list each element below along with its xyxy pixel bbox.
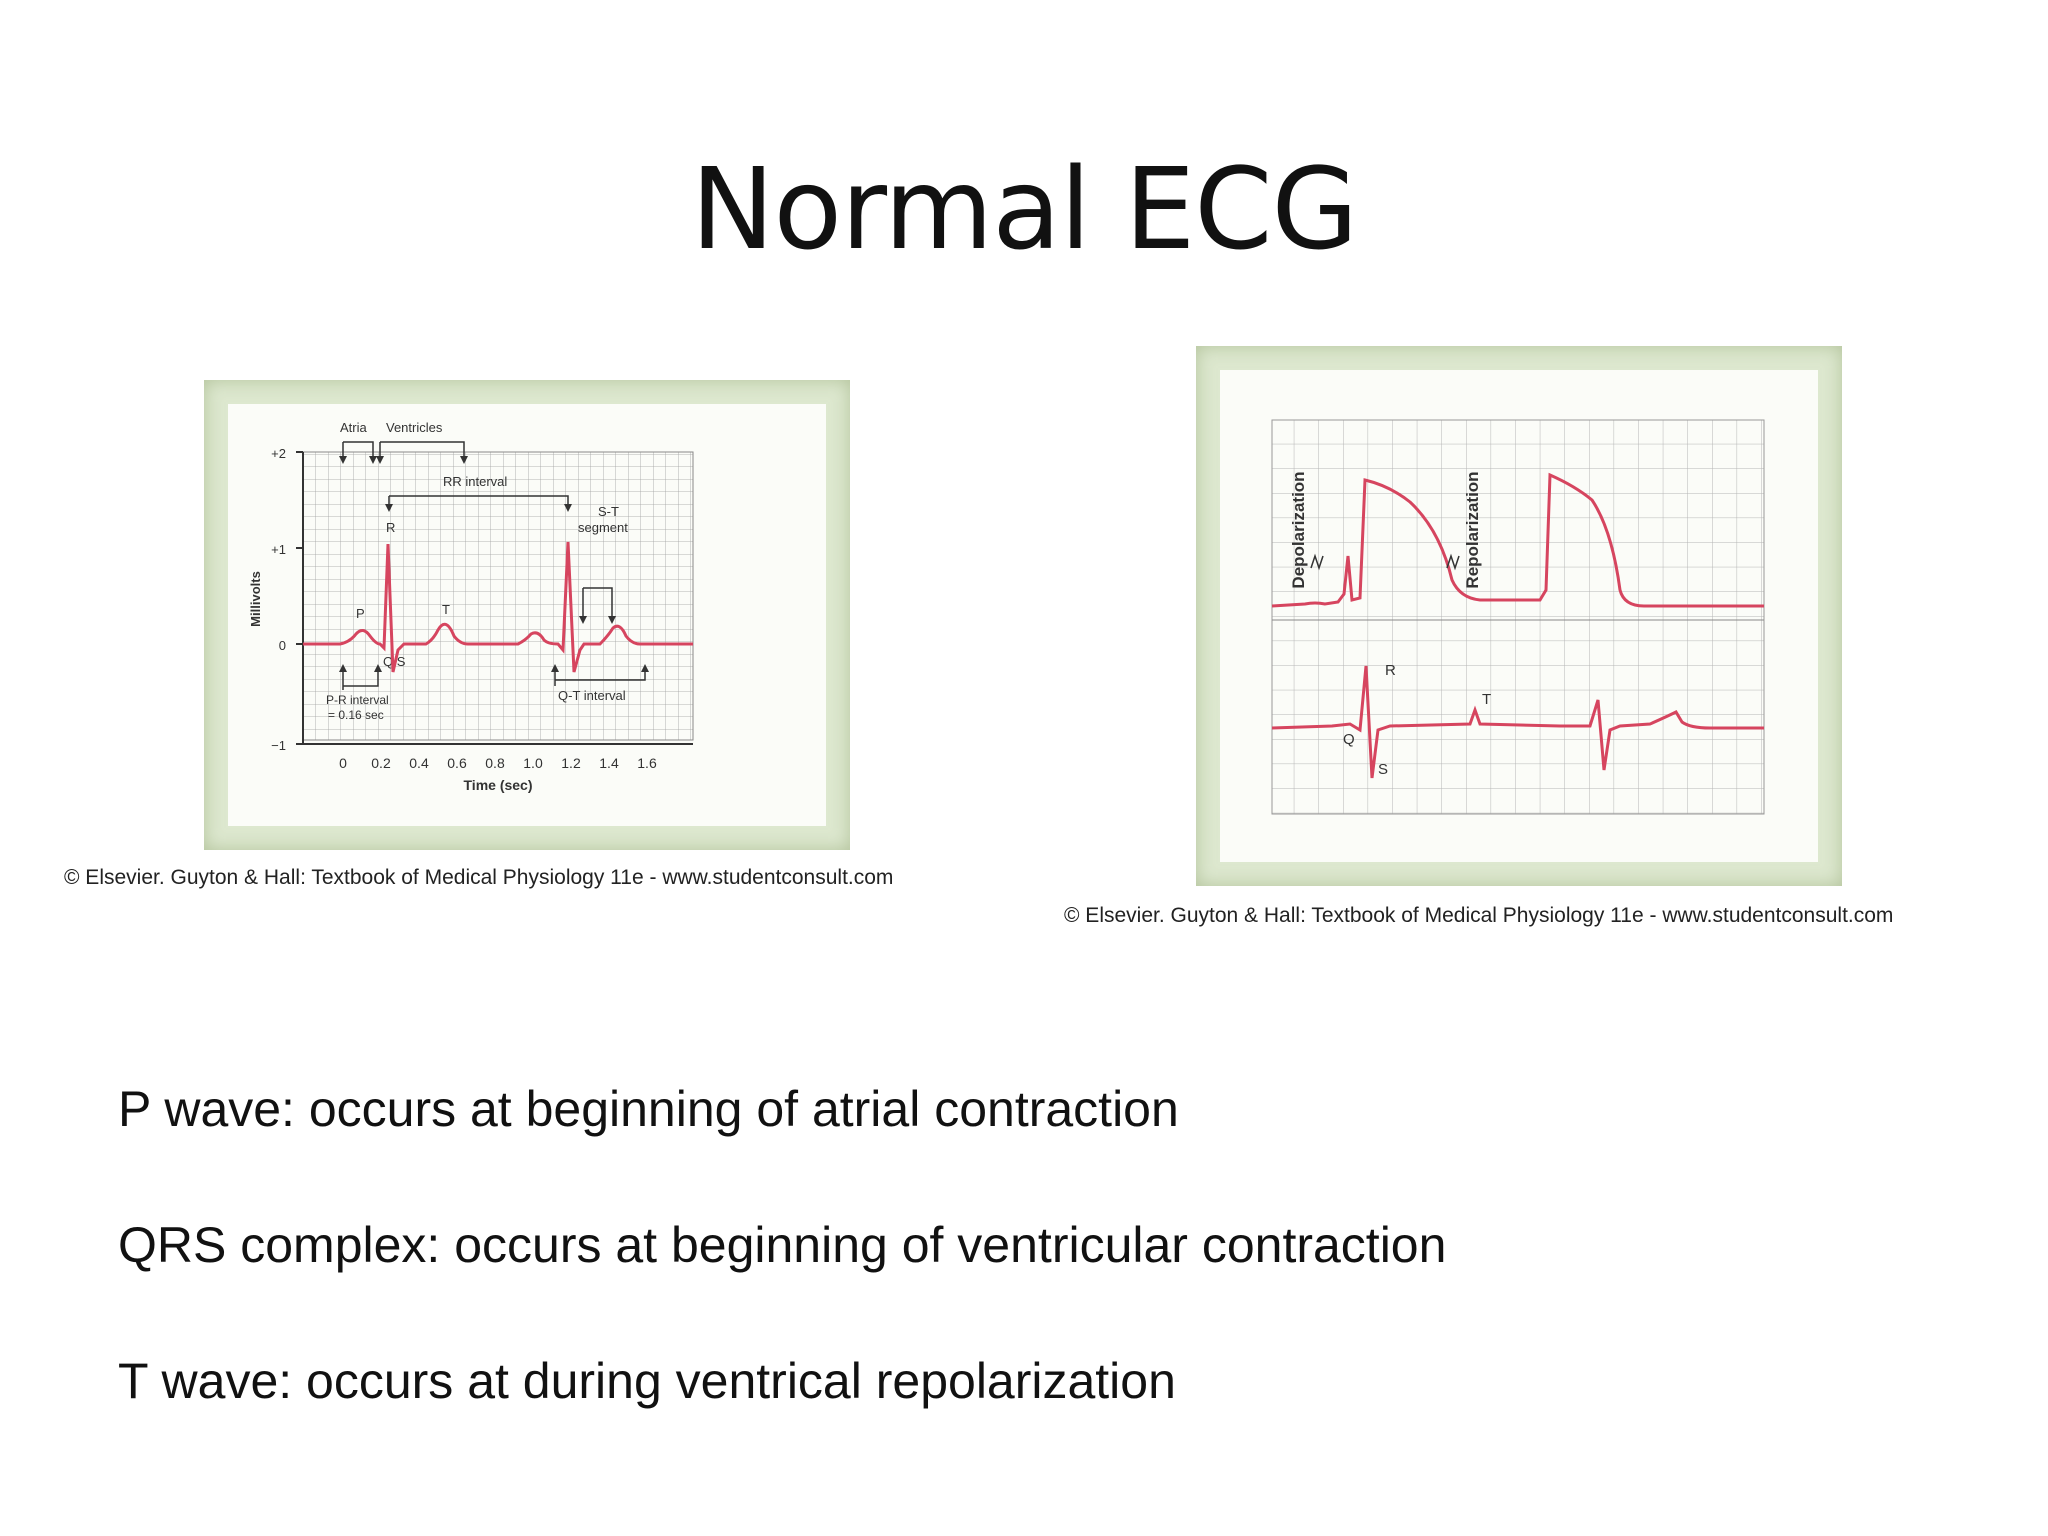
right-figure-panel: Depolarization Repolarization R Q S T: [1220, 370, 1818, 862]
xtick-label: 0: [339, 755, 347, 771]
qrs-complex-bullet: QRS complex: occurs at beginning of vent…: [118, 1217, 1447, 1273]
right-figure-frame: Depolarization Repolarization R Q S T: [1196, 346, 1842, 886]
bullet-list: P wave: occurs at beginning of atrial co…: [118, 1080, 1446, 1488]
ecg-diagram-right: Depolarization Repolarization R Q S T: [1271, 419, 1765, 815]
r-wave-label: R: [386, 520, 395, 535]
ecg-trace-right: [1271, 665, 1764, 779]
s-wave-label: S: [1378, 761, 1388, 778]
atria-label: Atria: [340, 420, 368, 435]
r-wave-label: R: [1385, 662, 1396, 679]
action-potential-trace: [1271, 472, 1764, 608]
q-wave-label: Q: [1343, 731, 1355, 748]
xtick-label: 0.4: [409, 755, 429, 771]
ecg-diagram-left: +2 +1 0 −1 Millivolts 0 0.2 0.4 0.6 0.8 …: [248, 420, 694, 793]
ytick-label: +2: [271, 446, 286, 461]
xtick-label: 0.8: [485, 755, 505, 771]
right-figure-credit: © Elsevier. Guyton & Hall: Textbook of M…: [1064, 904, 1894, 927]
ytick-label: 0: [279, 638, 286, 653]
st-segment-label: segment: [578, 520, 628, 535]
ventricles-label: Ventricles: [386, 420, 443, 435]
xtick-label: 1.6: [637, 755, 657, 771]
x-axis-label: Time (sec): [464, 777, 533, 793]
left-figure-panel: +2 +1 0 −1 Millivolts 0 0.2 0.4 0.6 0.8 …: [228, 404, 826, 826]
p-wave-label: P: [356, 606, 365, 621]
xtick-label: 0.2: [371, 755, 391, 771]
rr-interval-label: RR interval: [443, 474, 507, 489]
left-figure-credit: © Elsevier. Guyton & Hall: Textbook of M…: [64, 866, 894, 889]
depolarization-label: Depolarization: [1289, 471, 1308, 588]
ecg-grid-right: [1271, 419, 1765, 815]
qt-interval-label: Q-T interval: [558, 688, 626, 703]
p-wave-bullet: P wave: occurs at beginning of atrial co…: [118, 1081, 1179, 1137]
slide-title: Normal ECG: [690, 145, 1359, 275]
xtick-label: 1.0: [523, 755, 543, 771]
t-wave-bullet: T wave: occurs at during ventrical repol…: [118, 1353, 1176, 1409]
ecg-trace-left: [303, 541, 693, 673]
xtick-label: 1.2: [561, 755, 581, 771]
ytick-label: +1: [271, 542, 286, 557]
pr-interval-label: P-R interval: [326, 693, 389, 707]
y-axis-label: Millivolts: [248, 571, 263, 627]
ytick-label: −1: [271, 738, 286, 753]
st-label: S-T: [598, 504, 619, 519]
pr-interval-value: = 0.16 sec: [328, 708, 384, 722]
t-wave-label: T: [1482, 691, 1491, 708]
left-figure-frame: +2 +1 0 −1 Millivolts 0 0.2 0.4 0.6 0.8 …: [204, 380, 850, 850]
t-wave-label: T: [442, 602, 450, 617]
xtick-label: 0.6: [447, 755, 467, 771]
ecg-grid: [302, 451, 694, 741]
xtick-label: 1.4: [599, 755, 619, 771]
repolarization-label: Repolarization: [1463, 471, 1482, 588]
